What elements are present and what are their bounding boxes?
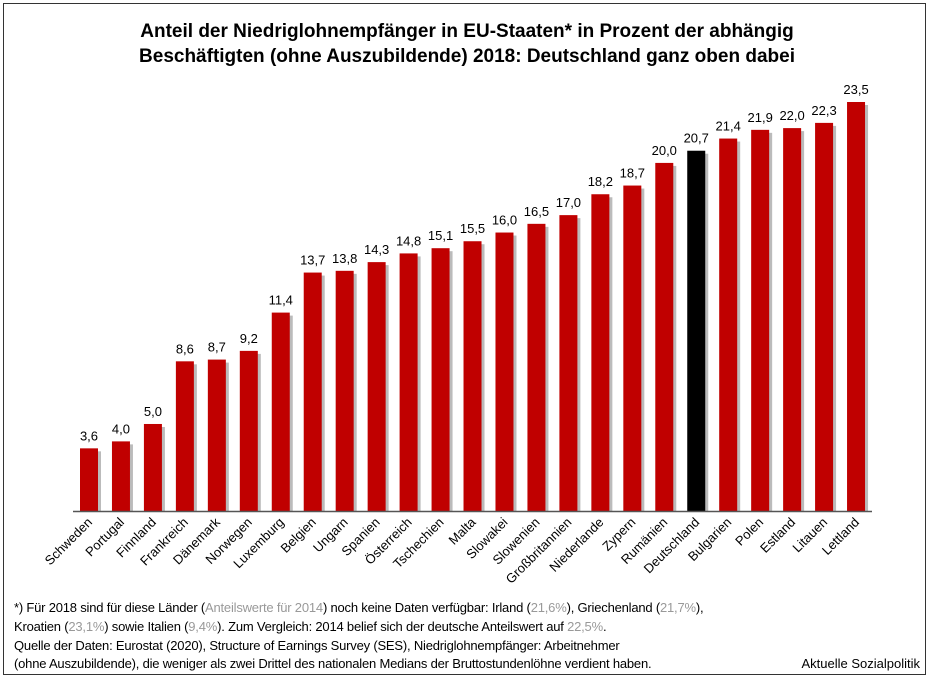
data-label: 8,6 bbox=[176, 341, 194, 356]
bar-Schweden bbox=[80, 448, 98, 511]
bar-Deutschland bbox=[687, 150, 706, 511]
data-label: 15,1 bbox=[428, 228, 453, 243]
data-label: 14,3 bbox=[364, 242, 389, 257]
bar-Portugal bbox=[111, 441, 130, 511]
data-label: 23,5 bbox=[843, 82, 868, 97]
data-label: 8,7 bbox=[208, 340, 226, 355]
data-label: 21,9 bbox=[748, 110, 773, 125]
bar-Tschechien bbox=[431, 248, 450, 511]
data-label: 20,0 bbox=[652, 143, 677, 158]
bar-Malta bbox=[463, 241, 482, 511]
data-label: 21,4 bbox=[716, 119, 741, 134]
bar-Frankreich bbox=[175, 361, 194, 511]
bar-Norwegen bbox=[239, 350, 258, 511]
bar-Bulgarien bbox=[719, 138, 738, 511]
footnote-line1: *) Für 2018 sind für diese Länder (Antei… bbox=[14, 600, 704, 615]
bar-Luxemburg bbox=[271, 312, 290, 511]
bar-Litauen bbox=[815, 122, 834, 512]
data-label: 5,0 bbox=[144, 404, 162, 419]
bar-Dänemark bbox=[207, 359, 226, 511]
data-label: 16,5 bbox=[524, 204, 549, 219]
bar-chart: 3,6Schweden4,0Portugal5,0Finnland8,6Fran… bbox=[42, 82, 872, 586]
data-label: 20,7 bbox=[684, 131, 709, 146]
data-label: 17,0 bbox=[556, 195, 581, 210]
data-label: 3,6 bbox=[80, 428, 98, 443]
bar-Estland bbox=[783, 128, 802, 511]
data-label: 9,2 bbox=[240, 331, 258, 346]
bar-Finnland bbox=[143, 423, 162, 511]
x-tick-label: Belgien bbox=[278, 515, 319, 556]
bar-Polen bbox=[751, 129, 770, 511]
data-label: 11,4 bbox=[269, 293, 293, 308]
data-label: 18,7 bbox=[620, 166, 645, 181]
bar-Großbritannien bbox=[559, 215, 578, 511]
chart-title-line1: Anteil der Niedriglohnempfänger in EU-St… bbox=[140, 21, 794, 42]
chart-title-line2: Beschäftigten (ohne Auszubildende) 2018:… bbox=[139, 46, 795, 67]
data-label: 18,2 bbox=[588, 174, 613, 189]
bar-Ungarn bbox=[335, 270, 354, 511]
data-label: 22,3 bbox=[811, 103, 836, 118]
bar-Belgien bbox=[303, 272, 322, 511]
credit: Aktuelle Sozialpolitik bbox=[801, 656, 920, 671]
bar-Niederlande bbox=[591, 194, 610, 511]
data-label: 4,0 bbox=[112, 421, 130, 436]
data-label: 15,5 bbox=[460, 221, 485, 236]
x-tick-label: Schweden bbox=[42, 515, 96, 569]
figure-frame bbox=[3, 3, 926, 675]
x-tick-label: Estland bbox=[757, 515, 798, 556]
bar-Spanien bbox=[367, 262, 386, 511]
bar-Lettland bbox=[847, 102, 866, 511]
data-label: 13,7 bbox=[300, 253, 325, 268]
bar-Zypern bbox=[623, 185, 642, 512]
source-line1: Quelle der Daten: Eurostat (2020), Struc… bbox=[14, 638, 620, 653]
footnote-line2: Kroatien (23,1%) sowie Italien (9,4%). Z… bbox=[14, 619, 607, 634]
data-label: 16,0 bbox=[492, 213, 517, 228]
bar-Rumänien bbox=[655, 162, 674, 511]
data-label: 22,0 bbox=[779, 108, 804, 123]
bar-Slowenien bbox=[527, 223, 546, 512]
bar-Slowakei bbox=[495, 232, 514, 511]
bar-Österreich bbox=[399, 253, 418, 511]
data-label: 13,8 bbox=[332, 251, 357, 266]
source-line2: (ohne Auszubildende), die weniger als zw… bbox=[14, 656, 652, 671]
data-label: 14,8 bbox=[396, 233, 421, 248]
